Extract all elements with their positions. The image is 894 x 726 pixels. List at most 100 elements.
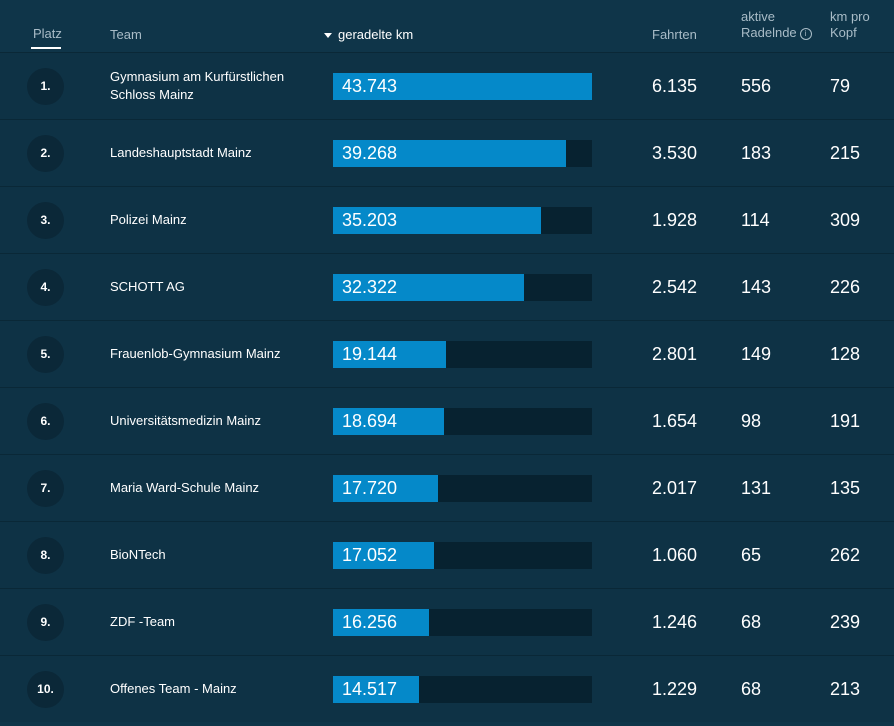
rank-badge: 1. (27, 68, 64, 105)
rank-badge: 2. (27, 135, 64, 172)
radelnde-value: 556 (741, 76, 772, 96)
column-header-radelnde-line2: Radelnde (741, 25, 797, 40)
table-header: Platz Team geradelte km Fahrten aktive R… (0, 0, 894, 52)
fahrten-value: 1.060 (652, 545, 698, 565)
radelnde-value: 114 (741, 210, 770, 230)
column-header-km-pro-kopf[interactable]: km pro Kopf (830, 9, 890, 41)
km-bar-fill (333, 274, 524, 301)
team-name[interactable]: Universitätsmedizin Mainz (110, 413, 261, 428)
radelnde-value: 131 (741, 478, 772, 498)
km-bar-track: 18.694 (333, 408, 592, 435)
km-pro-kopf-value: 239 (830, 612, 861, 632)
table-row[interactable]: 7. Maria Ward-Schule Mainz 17.720 2.017 131 1… (0, 454, 894, 521)
km-pro-kopf-value: 128 (830, 344, 861, 364)
km-value: 16.256 (342, 612, 398, 632)
radelnde-value: 143 (741, 277, 772, 297)
km-bar-fill (333, 609, 429, 636)
km-bar-track: 19.144 (333, 341, 592, 368)
km-pro-kopf-value: 191 (830, 411, 861, 431)
fahrten-value: 1.229 (652, 679, 698, 699)
radelnde-value: 183 (741, 143, 772, 163)
team-name[interactable]: BioNTech (110, 547, 166, 562)
column-header-team[interactable]: Team (110, 27, 142, 42)
column-header-radelnde[interactable]: aktive Radelnde i (741, 9, 821, 41)
km-bar-track: 35.203 (333, 207, 592, 234)
fahrten-value: 1.654 (652, 411, 698, 431)
fahrten-value: 2.542 (652, 277, 698, 297)
km-bar-fill (333, 341, 446, 368)
info-icon[interactable]: i (799, 27, 812, 40)
rank-badge: 6. (27, 403, 64, 440)
km-value: 17.052 (342, 545, 398, 565)
column-header-platz[interactable]: Platz (33, 26, 62, 41)
rank-badge: 5. (27, 336, 64, 373)
km-value: 35.203 (342, 210, 398, 230)
km-bar-fill (333, 207, 541, 234)
fahrten-value: 3.530 (652, 143, 698, 163)
radelnde-value: 65 (741, 545, 762, 565)
team-name[interactable]: Landeshauptstadt Mainz (110, 145, 252, 160)
km-bar-fill (333, 408, 444, 435)
rank-badge: 4. (27, 269, 64, 306)
fahrten-value: 1.928 (652, 210, 698, 230)
km-value: 19.144 (342, 344, 398, 364)
km-bar-track: 32.322 (333, 274, 592, 301)
km-value: 17.720 (342, 478, 398, 498)
team-name[interactable]: Gymnasium am Kurfürstlichen Schloss Main… (110, 69, 285, 102)
team-name[interactable]: Maria Ward-Schule Mainz (110, 480, 260, 495)
rank-badge: 7. (27, 470, 64, 507)
table-row[interactable]: 4. SCHOTT AG 32.322 2.542 143 226 (0, 253, 894, 320)
km-pro-kopf-value: 213 (830, 679, 861, 699)
radelnde-value: 68 (741, 679, 762, 699)
team-name[interactable]: Polizei Mainz (110, 212, 187, 227)
table-row[interactable]: 2. Landeshauptstadt Mainz 39.268 3.530 183 21… (0, 119, 894, 186)
rank-badge: 3. (27, 202, 64, 239)
km-value: 14.517 (342, 679, 398, 699)
km-bar-track: 14.517 (333, 676, 592, 703)
km-bar-fill (333, 475, 438, 502)
km-bar-track: 43.743 (333, 73, 592, 100)
column-header-fahrten[interactable]: Fahrten (652, 27, 697, 42)
km-bar-fill (333, 542, 434, 569)
column-header-radelnde-line1: aktive (741, 9, 775, 24)
km-value: 39.268 (342, 143, 398, 163)
fahrten-value: 2.017 (652, 478, 698, 498)
sort-desc-icon (324, 32, 332, 38)
table-row[interactable]: 9. ZDF -Team 16.256 1.246 68 239 (0, 588, 894, 655)
km-value: 43.743 (342, 76, 398, 96)
km-bar-track: 39.268 (333, 140, 592, 167)
rank-badge: 10. (27, 671, 64, 708)
fahrten-value: 2.801 (652, 344, 698, 364)
table-row[interactable]: 8. BioNTech 17.052 1.060 65 262 (0, 521, 894, 588)
rank-badge: 9. (27, 604, 64, 641)
column-header-kmpro-line1: km pro (830, 9, 870, 24)
table-row[interactable]: 1. Gymnasium am Kurfürstlichen Schloss Ma… (0, 52, 894, 119)
km-pro-kopf-value: 135 (830, 478, 861, 498)
column-header-km[interactable]: geradelte km (324, 27, 413, 43)
km-pro-kopf-value: 215 (830, 143, 861, 163)
km-pro-kopf-value: 309 (830, 210, 861, 230)
fahrten-value: 1.246 (652, 612, 698, 632)
team-name[interactable]: ZDF -Team (110, 614, 175, 629)
km-bar-fill (333, 676, 419, 703)
km-pro-kopf-value: 79 (830, 76, 851, 96)
km-value: 18.694 (342, 411, 398, 431)
km-bar-fill (333, 73, 592, 100)
team-name[interactable]: Frauenlob-Gymnasium Mainz (110, 346, 281, 361)
table-row[interactable]: 5. Frauenlob-Gymnasium Mainz 19.144 2.801 14… (0, 320, 894, 387)
team-name[interactable]: SCHOTT AG (110, 279, 185, 294)
km-bar-track: 17.052 (333, 542, 592, 569)
column-header-km-label: geradelte km (338, 27, 414, 42)
team-name[interactable]: Offenes Team - Mainz (110, 681, 237, 696)
km-value: 32.322 (342, 277, 398, 297)
km-bar-track: 17.720 (333, 475, 592, 502)
active-column-underline (31, 47, 61, 49)
radelnde-value: 68 (741, 612, 762, 632)
table-row[interactable]: 3. Polizei Mainz 35.203 1.928 114 309 (0, 186, 894, 253)
table-row[interactable]: 10. Offenes Team - Mainz 14.517 1.229 68 213 (0, 655, 894, 722)
radelnde-value: 149 (741, 344, 772, 364)
rank-badge: 8. (27, 537, 64, 574)
fahrten-value: 6.135 (652, 76, 698, 96)
table-row[interactable]: 6. Universitätsmedizin Mainz 18.694 1.654 98… (0, 387, 894, 454)
